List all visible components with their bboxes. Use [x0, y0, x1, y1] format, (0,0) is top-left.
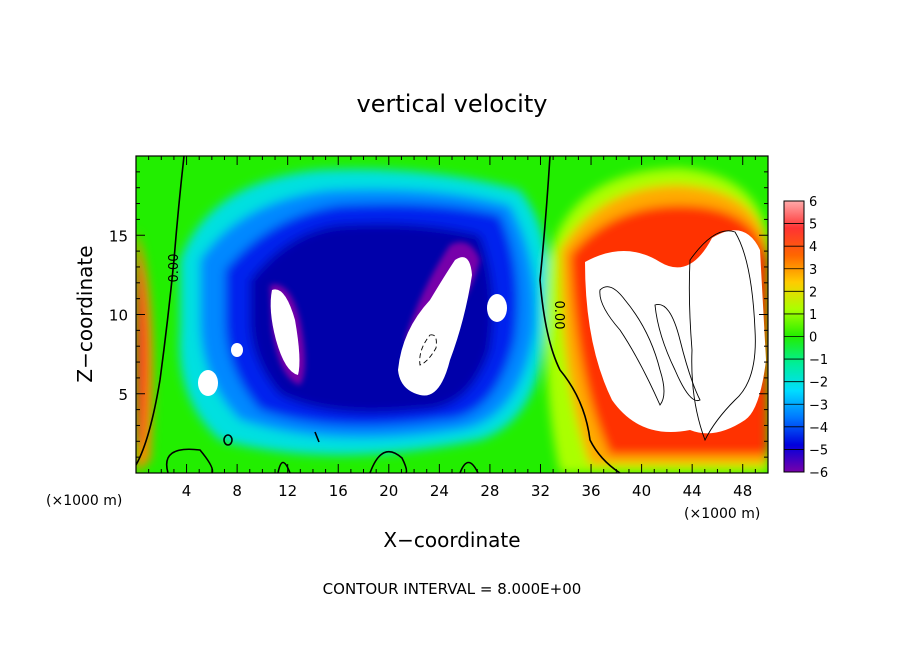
colorbar-tick-label: 6	[809, 195, 817, 210]
colorbar-tick-label: −1	[809, 353, 828, 368]
colorbar-tick-label: 3	[809, 263, 817, 278]
contour-interval-note: CONTOUR INTERVAL = 8.000E+00	[323, 580, 582, 598]
colorbar-tick-label: −5	[809, 443, 828, 458]
x-tick-label: 48	[733, 482, 752, 500]
chart-title: vertical velocity	[357, 90, 548, 118]
y-tick-label: 10	[109, 307, 128, 325]
contour-lines	[136, 156, 621, 473]
x-unit-label-left: (×1000 m)	[46, 493, 122, 509]
colorbar-tick-label: −4	[809, 421, 828, 436]
colorbar-tick-label: −3	[809, 398, 828, 413]
y-axis-label: Z−coordinate	[73, 245, 97, 382]
colorbar-tick-label: 5	[809, 218, 817, 233]
colorbar-tick-label: 0	[809, 331, 817, 346]
heatmap-field	[136, 156, 768, 473]
x-tick-label: 44	[683, 482, 702, 500]
contour-label-right: 0.00	[551, 301, 566, 330]
x-tick-label: 20	[379, 482, 398, 500]
x-unit-label-right: (×1000 m)	[684, 506, 760, 522]
x-tick-label: 32	[531, 482, 550, 500]
x-tick-label: 8	[232, 482, 242, 500]
x-tick-label: 16	[329, 482, 348, 500]
colorbar-tick-label: 2	[809, 285, 817, 300]
colorbar-tick-label: −2	[809, 376, 828, 391]
colorbar-tick-label: −6	[809, 466, 828, 481]
x-tick-label: 24	[430, 482, 449, 500]
x-tick-label: 28	[480, 482, 499, 500]
x-tick-label: 12	[278, 482, 297, 500]
colorbar-tick-label: 4	[809, 240, 817, 255]
x-axis-label: X−coordinate	[383, 528, 520, 552]
x-tick-label: 40	[632, 482, 651, 500]
contour-lines-thin	[419, 230, 756, 442]
x-tick-label: 4	[182, 482, 192, 500]
colorbar-tick-label: 1	[809, 308, 817, 323]
contour-label-left: 0.00	[167, 254, 182, 283]
y-tick-label: 15	[109, 227, 128, 245]
colorbar-ticks: 6 5 4 3 2 1 0 −1 −2 −3 −4 −5 −6	[784, 195, 828, 481]
x-tick-label: 36	[581, 482, 600, 500]
y-tick-label: 5	[118, 386, 128, 404]
